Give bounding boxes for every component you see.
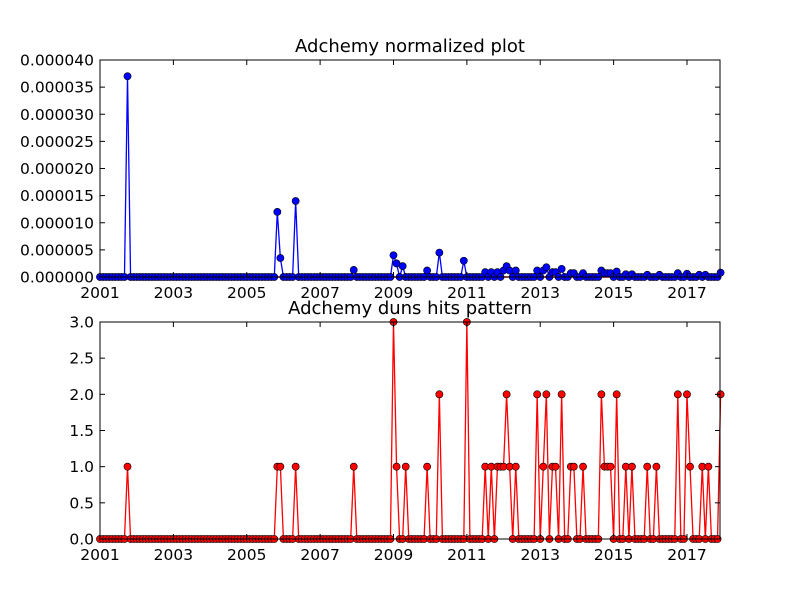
data-point	[539, 462, 548, 471]
x-tick-label: 2011	[447, 284, 486, 302]
x-tick-label: 2005	[227, 284, 266, 302]
chart-title: Adchemy normalized plot	[295, 36, 525, 57]
y-tick-label: 3.0	[69, 314, 94, 332]
data-point	[606, 462, 615, 471]
data-point	[349, 266, 358, 274]
y-tick-label: 1.5	[69, 422, 94, 440]
y-tick-label: 2.5	[69, 350, 94, 368]
data-point	[612, 390, 621, 399]
data-point	[704, 462, 713, 471]
x-tick-label: 2007	[300, 546, 339, 564]
data-point	[542, 263, 551, 272]
x-tick-label: 2003	[154, 284, 193, 302]
data-point	[349, 462, 358, 471]
x-tick-label: 2009	[374, 284, 413, 302]
y-tick-label: 0.000015	[20, 187, 94, 205]
y-tick-label: 1.0	[69, 458, 94, 476]
data-point	[569, 462, 578, 471]
data-point	[557, 390, 566, 399]
data-point	[423, 462, 432, 471]
data-point	[579, 462, 587, 471]
y-tick-label: 0.000005	[20, 241, 94, 259]
x-tick-label: 2013	[521, 546, 560, 564]
data-point	[423, 266, 432, 275]
x-tick-label: 2011	[447, 546, 486, 564]
data-point	[392, 462, 401, 471]
data-point	[389, 251, 398, 260]
data-point	[276, 254, 285, 262]
x-tick-label: 2017	[667, 546, 706, 564]
chart-title: Adchemy duns hits pattern	[288, 298, 532, 319]
x-tick-label: 2015	[594, 546, 633, 564]
data-point	[291, 462, 300, 471]
y-tick-label: 0.000030	[20, 106, 94, 124]
x-tick-label: 2017	[667, 284, 706, 302]
y-tick-label: 0.000020	[20, 160, 94, 178]
y-tick-label: 0.000035	[20, 79, 94, 97]
data-point	[716, 268, 725, 277]
data-point	[459, 256, 468, 265]
x-tick-label: 2013	[521, 284, 560, 302]
data-point	[401, 462, 410, 471]
x-tick-label: 2015	[594, 284, 633, 302]
y-tick-label: 0.000010	[20, 214, 94, 232]
axis-ticks: 2001 2003 2005 2007 2009 2011 2013 2015 2017 0.0 0…	[69, 314, 720, 564]
x-tick-label: 2009	[374, 546, 413, 564]
data-point	[551, 462, 560, 471]
normalized-plot-chart: Adchemy normalized plot 2001 2003 2005 2007…	[20, 36, 725, 302]
y-tick-label: 0.5	[69, 494, 94, 512]
data-point	[276, 462, 285, 471]
data-point	[686, 462, 694, 471]
data-point	[291, 197, 300, 205]
x-tick-label: 2001	[80, 546, 119, 564]
data-point	[511, 462, 520, 471]
x-tick-label: 2001	[80, 284, 119, 302]
duns-hits-chart: Adchemy duns hits pattern 2001 2003 2005 20…	[69, 298, 725, 564]
y-tick-label: 0.000000	[20, 269, 94, 287]
data-point	[542, 390, 551, 399]
data-point	[673, 390, 682, 399]
y-tick-label: 2.0	[69, 386, 94, 404]
data-point	[273, 207, 282, 216]
data-point	[123, 462, 132, 471]
data-point	[643, 462, 652, 471]
x-tick-label: 2007	[300, 284, 339, 302]
data-point	[597, 390, 606, 399]
data-point	[511, 266, 520, 275]
y-tick-label: 0.000025	[20, 133, 94, 151]
data-point	[435, 248, 444, 257]
data-point	[398, 262, 407, 271]
y-tick-label: 0.0	[69, 531, 94, 549]
y-tick-label: 0.000040	[20, 52, 94, 70]
data-point	[435, 390, 444, 399]
x-tick-label: 2005	[227, 546, 266, 564]
data-point	[628, 462, 636, 471]
data-point	[123, 72, 132, 81]
data-point	[652, 462, 661, 471]
data-point	[502, 390, 511, 399]
data-point	[683, 390, 691, 399]
data-point	[533, 390, 542, 399]
axis-ticks: 2001 2003 2005 2007 2009 2011 2013 2015 2017 0.00…	[20, 52, 720, 302]
x-tick-label: 2003	[154, 546, 193, 564]
data-point	[557, 264, 566, 273]
